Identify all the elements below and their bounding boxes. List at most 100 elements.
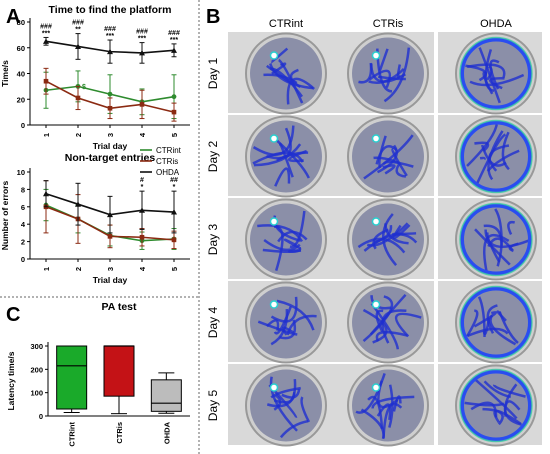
y-tick-label: 20 (17, 95, 25, 104)
y-axis-label: Latency time/s (6, 351, 16, 410)
data-point (171, 209, 177, 215)
thigmotaxis-edge (459, 119, 533, 194)
pool-floor (352, 37, 424, 110)
swim-trail (375, 309, 384, 333)
significance-hash: ### (40, 23, 52, 30)
thigmotaxis-edge (459, 36, 533, 111)
heatmap-cell (330, 198, 434, 281)
swim-trail (484, 229, 530, 248)
chart-title: Non-target entries (65, 152, 156, 164)
x-axis-label: Trial day (93, 275, 128, 285)
swim-trail (482, 407, 504, 426)
x-tick-label: 3 (106, 267, 115, 271)
swim-trail (494, 208, 503, 246)
significance-hash: ## (170, 177, 178, 184)
thigmotaxis-ring (460, 286, 532, 359)
x-axis-label: Trial day (93, 141, 128, 151)
data-point (139, 207, 145, 213)
swim-trail (269, 67, 304, 98)
y-axis-label: Time/s (0, 60, 10, 87)
swim-trail (279, 142, 294, 178)
panel-letter-a: A (6, 6, 20, 28)
swim-trail (507, 220, 515, 236)
swim-trail (396, 64, 402, 79)
swim-trail (473, 311, 497, 328)
panel-letter-b: B (206, 6, 220, 28)
significance-hash: # (140, 177, 144, 184)
row-label: Day 1 (206, 58, 220, 90)
swim-trail (281, 326, 295, 336)
swim-trail (276, 299, 315, 331)
swim-trail (381, 309, 407, 344)
y-tick-label: 80 (17, 18, 25, 27)
swim-trail (279, 319, 297, 340)
significance-hash: ### (168, 30, 180, 37)
pool-floor (250, 37, 322, 110)
data-point (139, 234, 145, 240)
x-tick-label: 4 (138, 266, 147, 271)
data-point (75, 43, 81, 49)
swim-trail (358, 62, 373, 84)
swim-trail (388, 384, 394, 428)
box-ohda (150, 372, 182, 414)
x-tick-label: 3 (106, 133, 115, 137)
x-tick-label: 1 (42, 133, 51, 137)
significance-star: * (173, 184, 176, 191)
swim-trail (253, 143, 302, 167)
swim-trail (392, 224, 411, 240)
x-tick-label: 1 (42, 267, 51, 271)
swim-trail (371, 395, 415, 409)
x-tick-label: 5 (170, 133, 179, 137)
platform-marker (269, 217, 279, 226)
significance-hash: ### (72, 20, 84, 27)
thigmotaxis-ring (460, 203, 532, 276)
x-tick-label: OHDA (162, 421, 171, 444)
time-to-platform-chart: Time to find the platform 0 20 40 60 80 1 2 3 4 5 T… (0, 4, 190, 151)
series-ohda (43, 180, 177, 234)
swim-trail (287, 249, 302, 253)
data-point (75, 95, 81, 101)
swim-trail (286, 77, 315, 105)
swim-trail (375, 145, 398, 165)
box-ctrint (56, 345, 88, 413)
heatmap-cell (330, 281, 434, 364)
swim-trail (355, 373, 386, 414)
series-ctris (43, 67, 177, 122)
heatmap-cell (228, 198, 332, 281)
heatmap-cell (438, 115, 542, 198)
significance-star: ** (75, 27, 81, 34)
swim-trail (489, 77, 505, 90)
x-tick-label: 4 (138, 132, 147, 137)
swim-trail (479, 156, 486, 161)
swim-trail (383, 47, 411, 103)
data-point (171, 237, 177, 243)
data-point (107, 234, 113, 239)
swim-trail (273, 305, 293, 335)
platform-marker (371, 51, 381, 60)
y-tick-label: 2 (21, 238, 25, 247)
swim-trail (501, 131, 510, 171)
swim-trail (268, 63, 314, 90)
swim-trail (362, 308, 388, 344)
y-tick-label: 200 (30, 365, 43, 374)
y-tick-label: 6 (21, 203, 25, 212)
swim-trail (474, 141, 490, 152)
box (103, 345, 135, 397)
swim-trail (372, 228, 389, 250)
thigmotaxis-edge (459, 368, 533, 443)
data-point (139, 49, 145, 56)
y-tick-label: 8 (21, 185, 25, 194)
swim-trail (367, 395, 384, 429)
swim-trail (363, 134, 414, 180)
platform-marker (371, 134, 381, 143)
chart-title: PA test (101, 301, 137, 313)
y-tick-label: 0 (21, 121, 25, 130)
swim-trail (395, 162, 407, 178)
swim-trail (486, 232, 501, 263)
data-point (43, 38, 49, 44)
data-point (107, 211, 113, 218)
data-point (107, 105, 113, 111)
box (56, 345, 88, 410)
platform-marker (269, 134, 279, 143)
data-point (139, 102, 145, 107)
